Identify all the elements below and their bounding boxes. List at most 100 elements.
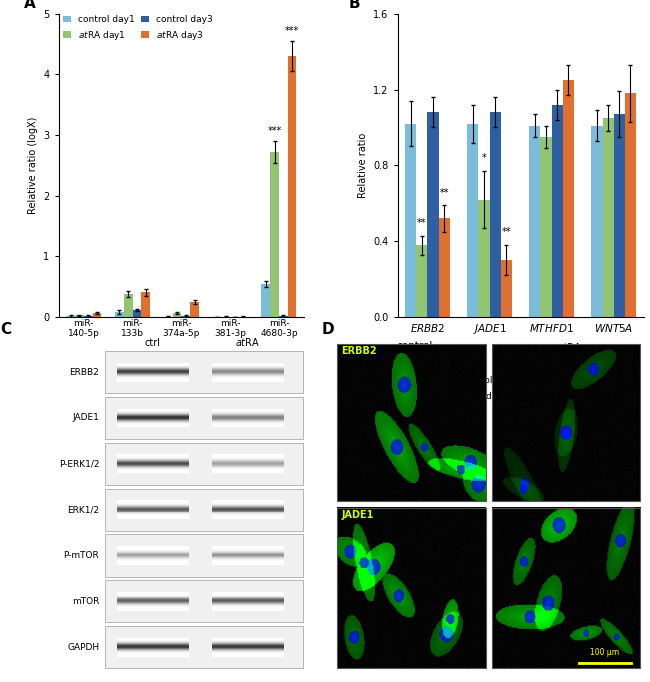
FancyBboxPatch shape (118, 466, 188, 468)
FancyBboxPatch shape (213, 459, 283, 460)
FancyBboxPatch shape (213, 458, 283, 459)
FancyBboxPatch shape (118, 413, 188, 414)
FancyBboxPatch shape (213, 653, 283, 654)
FancyBboxPatch shape (213, 457, 283, 458)
FancyBboxPatch shape (213, 418, 283, 419)
FancyBboxPatch shape (213, 562, 283, 563)
FancyBboxPatch shape (118, 417, 188, 418)
Text: 100 μm: 100 μm (590, 648, 619, 657)
FancyBboxPatch shape (118, 468, 188, 469)
FancyBboxPatch shape (118, 654, 188, 655)
Bar (75, 315, 84, 317)
Bar (614, 114, 625, 317)
Text: ***: *** (285, 26, 299, 36)
FancyBboxPatch shape (118, 655, 188, 657)
FancyBboxPatch shape (118, 650, 188, 651)
FancyBboxPatch shape (213, 605, 283, 606)
FancyBboxPatch shape (213, 381, 283, 382)
Bar (540, 137, 552, 317)
FancyBboxPatch shape (118, 364, 188, 365)
FancyBboxPatch shape (213, 516, 283, 517)
Text: GAPDH: GAPDH (67, 642, 99, 651)
FancyBboxPatch shape (118, 421, 188, 423)
Text: **: ** (417, 218, 426, 228)
FancyBboxPatch shape (213, 599, 283, 600)
FancyBboxPatch shape (118, 500, 188, 501)
FancyBboxPatch shape (213, 592, 283, 593)
FancyBboxPatch shape (213, 549, 283, 550)
FancyBboxPatch shape (213, 643, 283, 644)
FancyBboxPatch shape (118, 516, 188, 517)
FancyBboxPatch shape (118, 504, 188, 505)
FancyBboxPatch shape (213, 640, 283, 641)
FancyBboxPatch shape (213, 507, 283, 509)
FancyBboxPatch shape (213, 468, 283, 469)
Legend: control day1, $\it{at}$RA day1, control day3, $\it{at}$RA day3: control day1, $\it{at}$RA day1, control … (63, 15, 213, 42)
FancyBboxPatch shape (213, 466, 283, 468)
FancyBboxPatch shape (213, 413, 283, 414)
FancyBboxPatch shape (213, 419, 283, 420)
FancyBboxPatch shape (213, 638, 283, 640)
FancyBboxPatch shape (118, 471, 188, 473)
FancyBboxPatch shape (118, 652, 188, 653)
FancyBboxPatch shape (105, 443, 304, 485)
FancyBboxPatch shape (118, 600, 188, 602)
FancyBboxPatch shape (213, 603, 283, 604)
FancyBboxPatch shape (213, 454, 283, 456)
FancyBboxPatch shape (118, 507, 188, 509)
FancyBboxPatch shape (213, 423, 283, 424)
FancyBboxPatch shape (118, 559, 188, 560)
FancyBboxPatch shape (213, 602, 283, 603)
Text: P-mTOR: P-mTOR (64, 551, 99, 560)
FancyBboxPatch shape (213, 376, 283, 377)
FancyBboxPatch shape (118, 414, 188, 415)
FancyBboxPatch shape (105, 397, 304, 439)
FancyBboxPatch shape (213, 502, 283, 503)
FancyBboxPatch shape (118, 603, 188, 604)
FancyBboxPatch shape (118, 424, 188, 425)
FancyBboxPatch shape (213, 604, 283, 605)
FancyBboxPatch shape (118, 370, 188, 371)
FancyBboxPatch shape (213, 651, 283, 652)
FancyBboxPatch shape (118, 426, 188, 428)
FancyBboxPatch shape (213, 411, 283, 413)
FancyBboxPatch shape (213, 501, 283, 502)
FancyBboxPatch shape (118, 378, 188, 379)
Bar (603, 118, 614, 317)
FancyBboxPatch shape (118, 607, 188, 608)
Bar (84, 316, 93, 317)
FancyBboxPatch shape (118, 501, 188, 502)
FancyBboxPatch shape (118, 651, 188, 652)
Text: $\it{at}$RA: $\it{at}$RA (235, 336, 261, 348)
Text: A: A (24, 0, 36, 10)
FancyBboxPatch shape (118, 549, 188, 550)
FancyBboxPatch shape (118, 643, 188, 644)
Bar (467, 123, 478, 317)
FancyBboxPatch shape (213, 421, 283, 423)
FancyBboxPatch shape (118, 564, 188, 565)
FancyBboxPatch shape (213, 648, 283, 649)
FancyBboxPatch shape (118, 646, 188, 647)
FancyBboxPatch shape (118, 606, 188, 607)
FancyBboxPatch shape (213, 414, 283, 415)
FancyBboxPatch shape (213, 514, 283, 516)
FancyBboxPatch shape (213, 609, 283, 610)
FancyBboxPatch shape (118, 592, 188, 593)
FancyBboxPatch shape (213, 380, 283, 381)
FancyBboxPatch shape (213, 372, 283, 373)
FancyBboxPatch shape (118, 379, 188, 380)
FancyBboxPatch shape (213, 646, 283, 647)
FancyBboxPatch shape (118, 368, 188, 370)
FancyBboxPatch shape (118, 374, 188, 375)
FancyBboxPatch shape (213, 469, 283, 471)
FancyBboxPatch shape (118, 514, 188, 516)
FancyBboxPatch shape (213, 548, 283, 549)
FancyBboxPatch shape (213, 650, 283, 651)
Text: **: ** (502, 228, 511, 237)
Bar (563, 80, 574, 317)
FancyBboxPatch shape (118, 563, 188, 564)
FancyBboxPatch shape (118, 642, 188, 643)
FancyBboxPatch shape (213, 647, 283, 648)
FancyBboxPatch shape (213, 375, 283, 376)
FancyBboxPatch shape (118, 462, 188, 463)
